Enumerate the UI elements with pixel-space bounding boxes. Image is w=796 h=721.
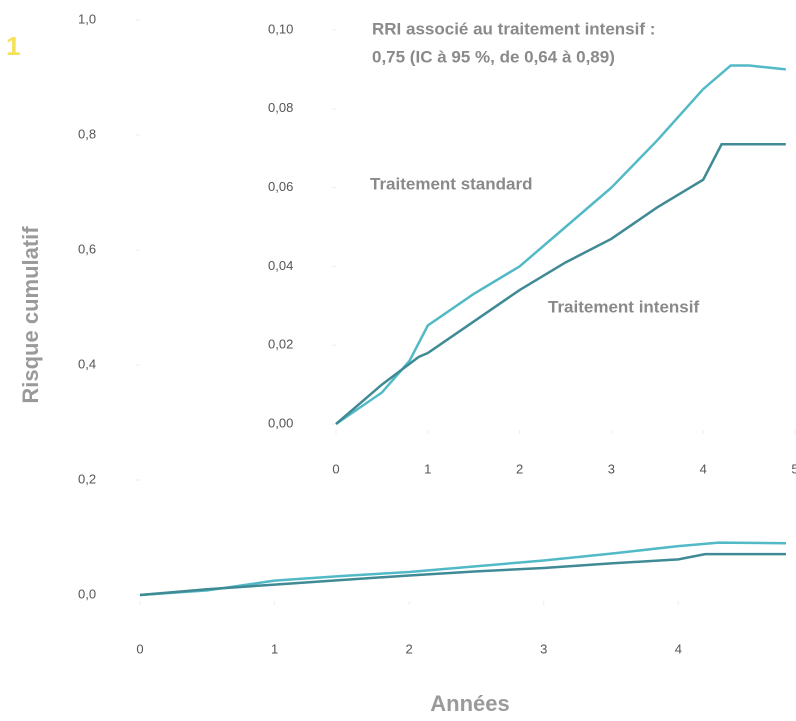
annotation: 0,75 (IC à 95 %, de 0,64 à 0,89) bbox=[372, 47, 615, 66]
y-tick-label: 1,0 bbox=[78, 11, 96, 26]
x-tick-label: 3 bbox=[608, 461, 615, 476]
y-axis-label: Risque cumulatif bbox=[18, 226, 43, 404]
x-tick-label: 0 bbox=[332, 461, 339, 476]
y-tick-label: 0,00 bbox=[268, 415, 293, 430]
series-line bbox=[335, 64, 786, 426]
series-label: Traitement intensif bbox=[548, 297, 699, 316]
y-tick-label: 0,10 bbox=[268, 21, 293, 36]
series-line bbox=[139, 541, 787, 597]
x-tick-label: 4 bbox=[675, 641, 682, 656]
x-tick-label: 3 bbox=[540, 641, 547, 656]
x-tick-label: 1 bbox=[271, 641, 278, 656]
annotation: RRI associé au traitement intensif : bbox=[372, 19, 655, 38]
y-tick-label: 0,04 bbox=[268, 258, 293, 273]
panel-label: 1 bbox=[6, 31, 20, 61]
x-axis-label: Années bbox=[430, 691, 509, 716]
y-tick-label: 0,02 bbox=[268, 337, 293, 352]
series-line bbox=[139, 552, 786, 597]
y-tick-label: 0,8 bbox=[78, 126, 96, 141]
x-tick-label: 5 bbox=[791, 461, 796, 476]
y-tick-label: 0,06 bbox=[268, 179, 293, 194]
x-tick-label: 1 bbox=[424, 461, 431, 476]
x-tick-label: 0 bbox=[136, 641, 143, 656]
y-tick-label: 0,6 bbox=[78, 241, 96, 256]
y-tick-label: 0,2 bbox=[78, 471, 96, 486]
x-tick-label: 2 bbox=[516, 461, 523, 476]
y-tick-label: 0,08 bbox=[268, 100, 293, 115]
series-line bbox=[335, 143, 786, 425]
y-tick-label: 0,4 bbox=[78, 356, 96, 371]
x-tick-label: 2 bbox=[406, 641, 413, 656]
series-label: Traitement standard bbox=[370, 174, 533, 193]
y-tick-label: 0,0 bbox=[78, 586, 96, 601]
x-tick-label: 4 bbox=[700, 461, 707, 476]
